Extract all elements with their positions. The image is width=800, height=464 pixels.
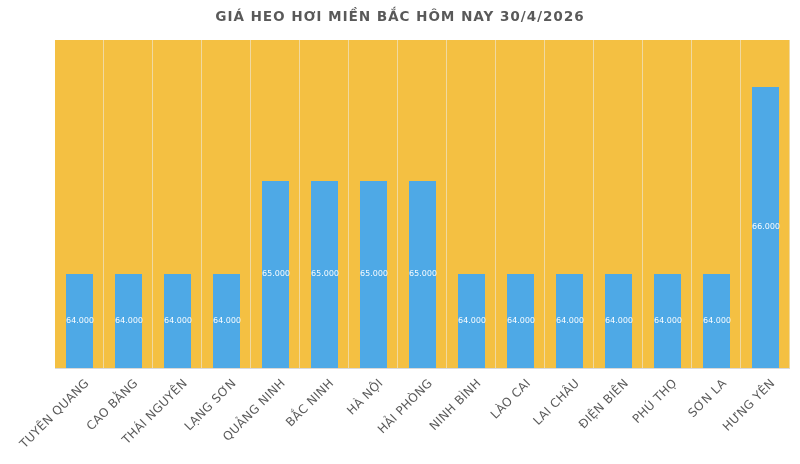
category-column: [398, 40, 447, 368]
data-label: 64.000: [66, 316, 94, 326]
bar: 64.000: [213, 274, 241, 368]
data-label: 64.000: [605, 316, 633, 326]
data-label: 65.000: [360, 269, 388, 279]
category-column: [741, 40, 790, 368]
bar: 64.000: [164, 274, 192, 368]
data-label: 64.000: [556, 316, 584, 326]
bar: 64.000: [115, 274, 143, 368]
data-label: 64.000: [213, 316, 241, 326]
data-label: 65.000: [409, 269, 437, 279]
category-column: [447, 40, 496, 368]
data-label: 64.000: [115, 316, 143, 326]
x-tick-label: ĐIỆN BIÊN: [575, 376, 631, 432]
bar: 64.000: [654, 274, 682, 368]
category-column: [594, 40, 643, 368]
x-tick-label: LÀO CAI: [487, 376, 533, 422]
category-column: [545, 40, 594, 368]
category-column: [202, 40, 251, 368]
bar: 64.000: [556, 274, 584, 368]
data-label: 64.000: [458, 316, 486, 326]
data-label: 64.000: [507, 316, 535, 326]
category-column: [692, 40, 741, 368]
category-column: [300, 40, 349, 368]
bar: 64.000: [458, 274, 486, 368]
bar: 64.000: [605, 274, 633, 368]
bar: 65.000: [262, 180, 290, 368]
data-label: 65.000: [262, 269, 290, 279]
data-label: 66.000: [752, 222, 780, 232]
bar: 64.000: [703, 274, 731, 368]
bar: 66.000: [752, 86, 780, 368]
category-column: [643, 40, 692, 368]
x-tick-label: TUYÊN QUANG: [16, 376, 92, 451]
category-column: [349, 40, 398, 368]
plot-area: 64.000 64.000 64.000 64.000 65.000 65.000 65.0…: [55, 40, 790, 369]
bar: 64.000: [507, 274, 535, 368]
bar: 64.000: [66, 274, 94, 368]
category-column: [496, 40, 545, 368]
data-label: 64.000: [703, 316, 731, 326]
category-column: [104, 40, 153, 368]
category-column: [55, 40, 104, 368]
category-column: [153, 40, 202, 368]
chart-title: GIÁ HEO HƠI MIỀN BẮC HÔM NAY 30/4/2026: [215, 9, 585, 25]
category-column: [251, 40, 300, 368]
data-label: 64.000: [654, 316, 682, 326]
x-tick-label: LAI CHÂU: [529, 376, 582, 428]
data-label: 65.000: [311, 269, 339, 279]
x-tick-label: HÀ NỘI: [343, 376, 386, 418]
x-tick-label: BẮC NINH: [282, 376, 336, 430]
bar: 65.000: [360, 180, 388, 368]
x-tick-label: SƠN LA: [684, 376, 729, 421]
bar: 65.000: [409, 180, 437, 368]
bar: 65.000: [311, 180, 339, 368]
x-tick-label: PHÚ THỌ: [629, 376, 680, 427]
data-label: 64.000: [164, 316, 192, 326]
